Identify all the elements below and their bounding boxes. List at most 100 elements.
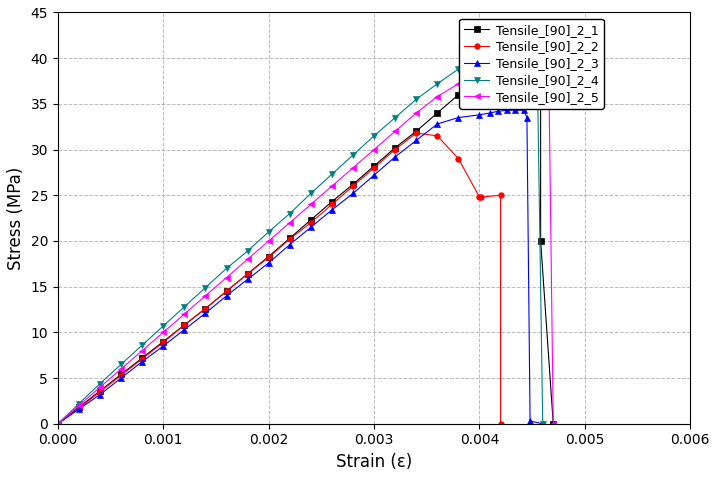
Tensile_[90]_2_5: [180, 311, 189, 317]
Tensile_[90]_2_3: [117, 375, 125, 381]
Tensile_[90]_2_1: [117, 371, 125, 377]
Tensile_[90]_2_4: [519, 51, 528, 56]
Line: Tensile_[90]_2_4: Tensile_[90]_2_4: [55, 44, 546, 426]
Tensile_[90]_2_5: [307, 202, 315, 207]
Tensile_[90]_2_4: [138, 342, 146, 348]
Tensile_[90]_2_5: [549, 421, 558, 427]
Tensile_[90]_2_4: [391, 115, 399, 120]
Tensile_[90]_2_1: [222, 288, 231, 294]
Tensile_[90]_2_4: [494, 46, 503, 52]
Tensile_[90]_2_2: [307, 220, 315, 226]
Tensile_[90]_2_3: [243, 276, 252, 282]
Legend: Tensile_[90]_2_1, Tensile_[90]_2_2, Tensile_[90]_2_3, Tensile_[90]_2_4, Tensile_: Tensile_[90]_2_1, Tensile_[90]_2_2, Tens…: [460, 19, 604, 109]
Tensile_[90]_2_1: [475, 74, 484, 79]
Tensile_[90]_2_2: [180, 322, 189, 328]
Tensile_[90]_2_5: [545, 92, 554, 98]
Tensile_[90]_2_2: [454, 156, 462, 162]
Tensile_[90]_2_4: [511, 46, 520, 52]
Tensile_[90]_2_2: [95, 389, 104, 395]
Tensile_[90]_2_3: [485, 110, 494, 116]
Line: Tensile_[90]_2_5: Tensile_[90]_2_5: [55, 68, 556, 426]
Tensile_[90]_2_1: [328, 199, 336, 205]
Tensile_[90]_2_5: [348, 165, 357, 171]
Tensile_[90]_2_3: [503, 108, 511, 113]
Tensile_[90]_2_5: [159, 329, 168, 335]
Tensile_[90]_2_1: [307, 217, 315, 223]
Tensile_[90]_2_3: [523, 115, 531, 120]
Tensile_[90]_2_4: [243, 248, 252, 254]
Tensile_[90]_2_4: [328, 172, 336, 177]
Tensile_[90]_2_4: [348, 152, 357, 158]
Tensile_[90]_2_2: [54, 421, 62, 427]
Tensile_[90]_2_2: [496, 192, 505, 198]
Tensile_[90]_2_5: [454, 81, 462, 87]
Tensile_[90]_2_3: [222, 293, 231, 299]
Tensile_[90]_2_2: [391, 147, 399, 152]
Tensile_[90]_2_5: [475, 74, 484, 79]
Tensile_[90]_2_5: [328, 183, 336, 189]
Tensile_[90]_2_2: [117, 372, 125, 378]
Tensile_[90]_2_1: [503, 55, 511, 61]
Tensile_[90]_2_2: [75, 405, 83, 411]
Tensile_[90]_2_3: [519, 108, 528, 113]
Tensile_[90]_2_4: [475, 55, 484, 61]
Tensile_[90]_2_2: [222, 288, 231, 294]
Tensile_[90]_2_1: [549, 421, 558, 427]
Tensile_[90]_2_5: [503, 68, 511, 74]
Tensile_[90]_2_4: [538, 421, 547, 427]
Tensile_[90]_2_1: [536, 238, 545, 244]
Tensile_[90]_2_5: [370, 147, 379, 152]
Tensile_[90]_2_5: [519, 71, 528, 76]
Line: Tensile_[90]_2_3: Tensile_[90]_2_3: [55, 108, 546, 426]
Tensile_[90]_2_3: [433, 121, 442, 127]
Tensile_[90]_2_2: [496, 421, 505, 427]
Tensile_[90]_2_5: [536, 78, 545, 84]
Tensile_[90]_2_3: [538, 421, 547, 427]
Tensile_[90]_2_1: [485, 65, 494, 70]
Y-axis label: Stress (MPa): Stress (MPa): [7, 166, 25, 270]
Tensile_[90]_2_1: [180, 322, 189, 328]
Tensile_[90]_2_5: [494, 69, 503, 75]
Tensile_[90]_2_1: [536, 48, 545, 54]
Tensile_[90]_2_5: [201, 293, 210, 299]
Tensile_[90]_2_4: [454, 66, 462, 72]
Tensile_[90]_2_4: [433, 81, 442, 87]
Tensile_[90]_2_2: [348, 183, 357, 189]
Tensile_[90]_2_1: [433, 110, 442, 116]
Tensile_[90]_2_4: [285, 211, 294, 217]
Tensile_[90]_2_4: [503, 44, 511, 50]
Tensile_[90]_2_4: [533, 78, 542, 84]
Tensile_[90]_2_1: [412, 129, 421, 134]
Tensile_[90]_2_2: [412, 130, 421, 136]
Tensile_[90]_2_1: [75, 404, 83, 410]
Tensile_[90]_2_5: [243, 256, 252, 262]
Tensile_[90]_2_3: [511, 108, 520, 113]
Tensile_[90]_2_2: [159, 339, 168, 345]
Tensile_[90]_2_2: [138, 356, 146, 362]
Tensile_[90]_2_1: [454, 92, 462, 98]
Tensile_[90]_2_4: [117, 361, 125, 367]
Tensile_[90]_2_3: [265, 260, 273, 266]
Tensile_[90]_2_5: [117, 366, 125, 372]
Tensile_[90]_2_4: [54, 421, 62, 427]
Tensile_[90]_2_1: [265, 254, 273, 260]
Tensile_[90]_2_5: [54, 421, 62, 427]
Tensile_[90]_2_1: [528, 49, 536, 54]
Tensile_[90]_2_3: [454, 115, 462, 120]
Tensile_[90]_2_3: [75, 406, 83, 412]
Tensile_[90]_2_5: [222, 275, 231, 281]
Tensile_[90]_2_3: [307, 224, 315, 230]
Tensile_[90]_2_1: [54, 421, 62, 427]
Tensile_[90]_2_5: [138, 348, 146, 354]
Tensile_[90]_2_3: [54, 421, 62, 427]
Tensile_[90]_2_3: [348, 191, 357, 196]
Tensile_[90]_2_1: [519, 51, 528, 56]
Tensile_[90]_2_4: [95, 380, 104, 386]
Tensile_[90]_2_1: [511, 53, 520, 58]
Tensile_[90]_2_2: [243, 271, 252, 277]
Tensile_[90]_2_1: [370, 163, 379, 169]
Tensile_[90]_2_1: [285, 235, 294, 241]
Tensile_[90]_2_5: [95, 384, 104, 390]
Tensile_[90]_2_5: [75, 402, 83, 408]
Tensile_[90]_2_4: [307, 191, 315, 196]
